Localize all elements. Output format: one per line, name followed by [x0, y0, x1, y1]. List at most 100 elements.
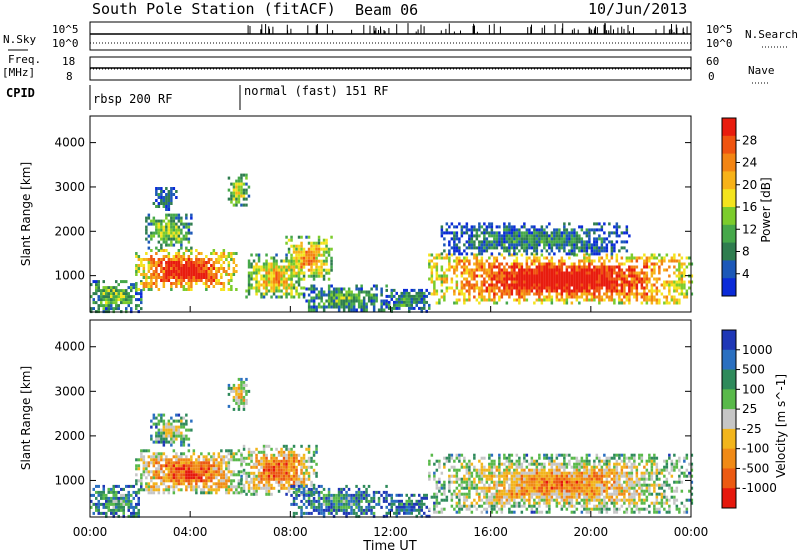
- power-cell: [515, 237, 519, 241]
- power-cell: [548, 234, 551, 238]
- power-cell: [618, 298, 621, 302]
- velocity-cell: [510, 474, 514, 478]
- power-cell: [635, 277, 639, 281]
- velocity-cell: [205, 458, 208, 462]
- power-cell: [678, 271, 681, 275]
- power-cell: [222, 249, 226, 252]
- velocity-cell: [135, 482, 138, 486]
- power-cell: [540, 298, 544, 302]
- power-cell: [312, 241, 316, 245]
- power-cell: [265, 277, 268, 281]
- velocity-cell: [290, 484, 293, 488]
- velocity-cell: [115, 508, 118, 512]
- power-cell: [638, 271, 641, 275]
- velocity-cell: [305, 511, 308, 515]
- velocity-cell: [157, 437, 161, 441]
- power-cell: [320, 241, 323, 245]
- velocity-cell: [177, 458, 181, 462]
- power-cell: [240, 179, 243, 183]
- power-cell: [170, 222, 173, 226]
- power-cell: [490, 262, 494, 266]
- power-cell: [455, 268, 459, 272]
- velocity-cell: [235, 395, 238, 399]
- velocity-cell: [245, 392, 248, 396]
- power-cell: [217, 261, 221, 264]
- power-cell: [370, 299, 373, 303]
- power-cell: [590, 292, 594, 296]
- power-cell: [465, 225, 469, 229]
- power-cell: [200, 270, 203, 273]
- power-cell: [470, 283, 474, 287]
- velocity-cell: [322, 514, 326, 518]
- power-cell: [560, 271, 564, 275]
- power-cell: [177, 276, 181, 279]
- power-cell: [483, 289, 486, 293]
- power-cell: [362, 299, 366, 303]
- velocity-cell: [493, 486, 496, 490]
- power-cell: [170, 288, 173, 291]
- power-cell: [550, 249, 554, 253]
- velocity-cell: [265, 474, 268, 478]
- velocity-cell: [195, 461, 198, 465]
- power-cell: [468, 246, 471, 250]
- velocity-cell: [97, 502, 100, 506]
- power-cell: [565, 237, 569, 241]
- power-cell: [307, 308, 311, 312]
- power-cell: [435, 253, 439, 257]
- power-cell: [555, 277, 559, 281]
- velocity-cell: [110, 502, 113, 506]
- power-cell: [242, 188, 246, 192]
- power-cell: [630, 277, 634, 281]
- power-cell: [127, 295, 130, 299]
- power-cell: [177, 282, 181, 285]
- power-cell: [262, 280, 266, 284]
- power-cell: [560, 231, 564, 235]
- power-cell: [187, 267, 191, 270]
- velocity-cell: [317, 484, 321, 488]
- power-cell: [475, 231, 479, 235]
- power-cell: [445, 256, 449, 260]
- velocity-cell: [355, 505, 358, 509]
- power-cell: [498, 286, 501, 290]
- velocity-cell: [315, 499, 318, 503]
- velocity-cell: [415, 514, 418, 518]
- velocity-cell: [172, 461, 176, 465]
- power-cell: [430, 271, 434, 275]
- power-cell: [533, 286, 536, 290]
- velocity-cell: [362, 484, 366, 488]
- power-cell: [598, 252, 601, 256]
- power-cell: [290, 244, 293, 248]
- power-cell: [207, 267, 211, 270]
- velocity-cell: [235, 473, 238, 477]
- power-cell: [643, 253, 646, 257]
- power-cell: [270, 295, 273, 299]
- power-cell: [543, 234, 546, 238]
- power-cell: [530, 283, 534, 287]
- velocity-cell: [287, 450, 291, 454]
- power-cell: [568, 231, 571, 235]
- power-cell: [628, 271, 631, 275]
- power-cell: [550, 289, 554, 293]
- velocity-cell: [495, 504, 499, 508]
- power-cell: [435, 268, 439, 272]
- velocity-cell: [490, 498, 494, 502]
- velocity-cell: [195, 488, 198, 492]
- velocity-cell: [210, 473, 213, 477]
- power-cell: [478, 262, 481, 266]
- power-cell: [623, 240, 626, 244]
- power-cell: [247, 289, 251, 293]
- power-cell: [157, 205, 161, 208]
- power-cell: [145, 273, 148, 276]
- velocity-cell: [227, 452, 231, 456]
- power-cell: [227, 255, 231, 258]
- power-cell: [643, 280, 646, 284]
- velocity-cell: [287, 447, 291, 451]
- power-cell: [623, 274, 626, 278]
- power-cell: [245, 203, 248, 207]
- power-cell: [538, 289, 541, 293]
- power-cell: [155, 193, 158, 196]
- power-cell: [645, 301, 649, 305]
- power-cell: [310, 299, 313, 303]
- power-cell: [508, 271, 511, 275]
- power-cell: [553, 237, 556, 241]
